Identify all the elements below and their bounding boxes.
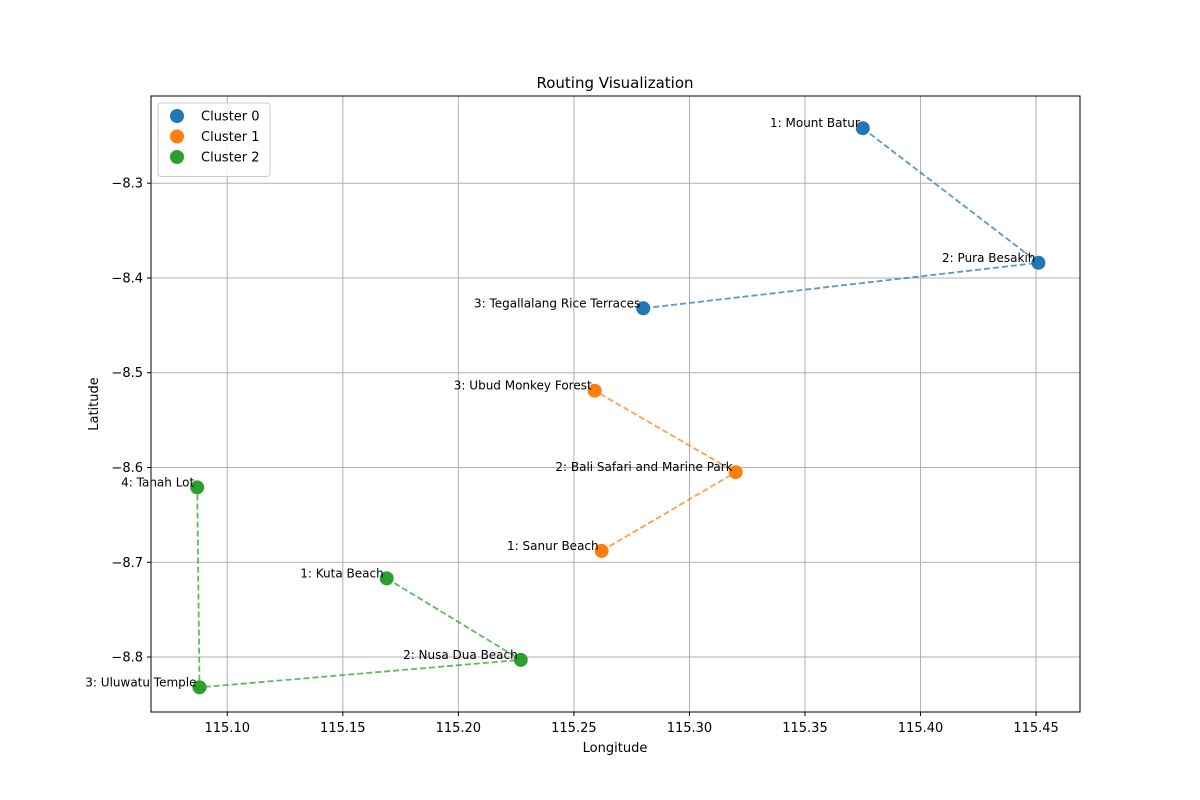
data-point: [728, 465, 743, 480]
x-tick-label: 115.40: [898, 721, 944, 736]
grid-lines: [151, 96, 1080, 712]
point-label: 3: Ubud Monkey Forest: [454, 379, 592, 393]
point-label: 4: Tanah Lot: [121, 475, 194, 489]
data-point: [587, 383, 602, 398]
data-point: [190, 480, 205, 495]
x-tick-label: 115.10: [205, 721, 251, 736]
y-axis-label: Latitude: [87, 377, 102, 431]
legend-marker: [170, 129, 184, 144]
data-point: [855, 121, 870, 136]
x-tick-label: 115.15: [320, 721, 366, 736]
y-axis-ticks: −8.3 −8.4 −8.5 −8.6 −8.7 −8.8: [111, 177, 151, 666]
legend-marker: [170, 150, 184, 164]
x-tick-label: 115.30: [667, 721, 713, 736]
legend-label: Cluster 0: [201, 110, 260, 125]
data-point: [1031, 255, 1046, 270]
point-label: 3: Uluwatu Temple: [85, 675, 196, 689]
data-point: [636, 301, 651, 316]
data-point: [192, 680, 207, 695]
point-label: 2: Nusa Dua Beach: [403, 648, 518, 662]
x-axis-label: Longitude: [583, 741, 648, 756]
y-tick-label: −8.5: [111, 366, 143, 381]
legend: Cluster 0 Cluster 1 Cluster 2: [157, 102, 271, 177]
point-labels: 1: Mount Batur 2: Pura Besakih 3: Tegallal…: [85, 116, 1035, 689]
y-tick-label: −8.8: [111, 651, 143, 666]
route-line-cluster-2: [196, 487, 524, 689]
data-points: [190, 121, 1046, 695]
x-tick-label: 115.20: [436, 721, 482, 736]
x-tick-label: 115.35: [782, 721, 828, 736]
y-tick-label: −8.4: [111, 271, 143, 286]
x-tick-label: 115.45: [1013, 721, 1059, 736]
y-tick-label: −8.3: [111, 177, 143, 192]
point-label: 3: Tegallalang Rice Terraces: [474, 296, 640, 310]
plot-frame: [150, 95, 1081, 713]
data-point: [594, 543, 609, 558]
x-tick-label: 115.25: [551, 721, 597, 736]
y-tick-label: −8.6: [111, 461, 143, 476]
legend-label: Cluster 1: [201, 130, 260, 145]
point-label: 2: Bali Safari and Marine Park: [555, 460, 732, 474]
data-point: [513, 652, 528, 667]
legend-label: Cluster 2: [201, 151, 260, 166]
point-label: 1: Mount Batur: [770, 116, 860, 130]
legend-marker: [170, 109, 184, 123]
chart-title: Routing Visualization: [536, 74, 693, 92]
point-label: 1: Sanur Beach: [507, 539, 599, 553]
data-point: [379, 571, 394, 586]
legend-box: [157, 102, 271, 177]
y-tick-label: −8.7: [111, 556, 143, 571]
point-label: 1: Kuta Beach: [300, 566, 383, 580]
point-label: 2: Pura Besakih: [942, 251, 1035, 265]
x-axis-ticks: 115.10 115.15 115.20 115.25 115.30 115.35 115.…: [205, 712, 1059, 736]
